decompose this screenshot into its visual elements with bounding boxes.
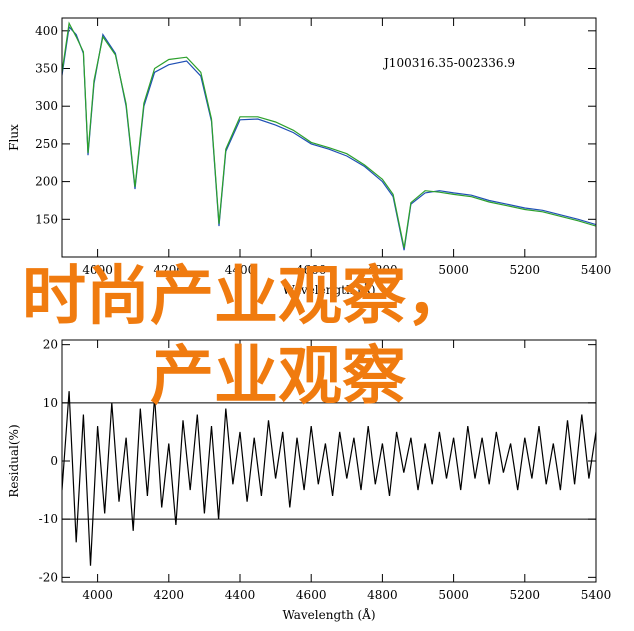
- y-tick-label: 10: [43, 396, 58, 410]
- axes-box: [61, 17, 597, 258]
- y-tick-label: 200: [35, 175, 58, 189]
- annotation: J100316.35-002336.9: [382, 56, 515, 70]
- x-tick-label: 4600: [296, 263, 327, 277]
- x-tick-label: 5200: [510, 588, 541, 602]
- y-tick-label: 150: [35, 212, 58, 226]
- y-tick-label: 350: [35, 62, 58, 76]
- y-axis-label: Residual(%): [7, 424, 21, 497]
- x-tick-label: 4000: [82, 263, 113, 277]
- x-tick-label: 5400: [581, 588, 612, 602]
- x-axis-label: Wavelength (Å): [282, 282, 375, 297]
- data-line: [62, 25, 596, 251]
- x-tick-label: 4200: [154, 263, 185, 277]
- y-tick-label: 20: [43, 338, 58, 352]
- y-axis-label: Flux: [7, 124, 21, 151]
- axes-box: [61, 339, 597, 583]
- x-tick-label: 4000: [82, 588, 113, 602]
- x-tick-label: 5200: [510, 263, 541, 277]
- x-tick-label: 4200: [154, 588, 185, 602]
- y-tick-label: -10: [39, 512, 58, 526]
- x-tick-label: 4400: [225, 263, 256, 277]
- x-axis-label: Wavelength (Å): [282, 607, 375, 622]
- x-tick-label: 4800: [367, 588, 398, 602]
- x-tick-label: 5000: [438, 263, 469, 277]
- x-tick-label: 5400: [581, 263, 612, 277]
- x-tick-label: 5000: [438, 588, 469, 602]
- y-tick-label: -20: [39, 570, 58, 584]
- y-tick-label: 300: [35, 99, 58, 113]
- data-line: [62, 21, 596, 249]
- y-tick-label: 0: [50, 454, 58, 468]
- data-line: [62, 391, 596, 566]
- watermark: 产业观察: [150, 340, 406, 414]
- x-tick-label: 4800: [367, 263, 398, 277]
- x-tick-label: 4400: [225, 588, 256, 602]
- x-tick-label: 4600: [296, 588, 327, 602]
- watermark: 时尚产业观察，: [22, 260, 470, 334]
- y-tick-label: 400: [35, 24, 58, 38]
- plot-area: [62, 391, 596, 566]
- plot-area: [62, 21, 596, 251]
- y-tick-label: 250: [35, 137, 58, 151]
